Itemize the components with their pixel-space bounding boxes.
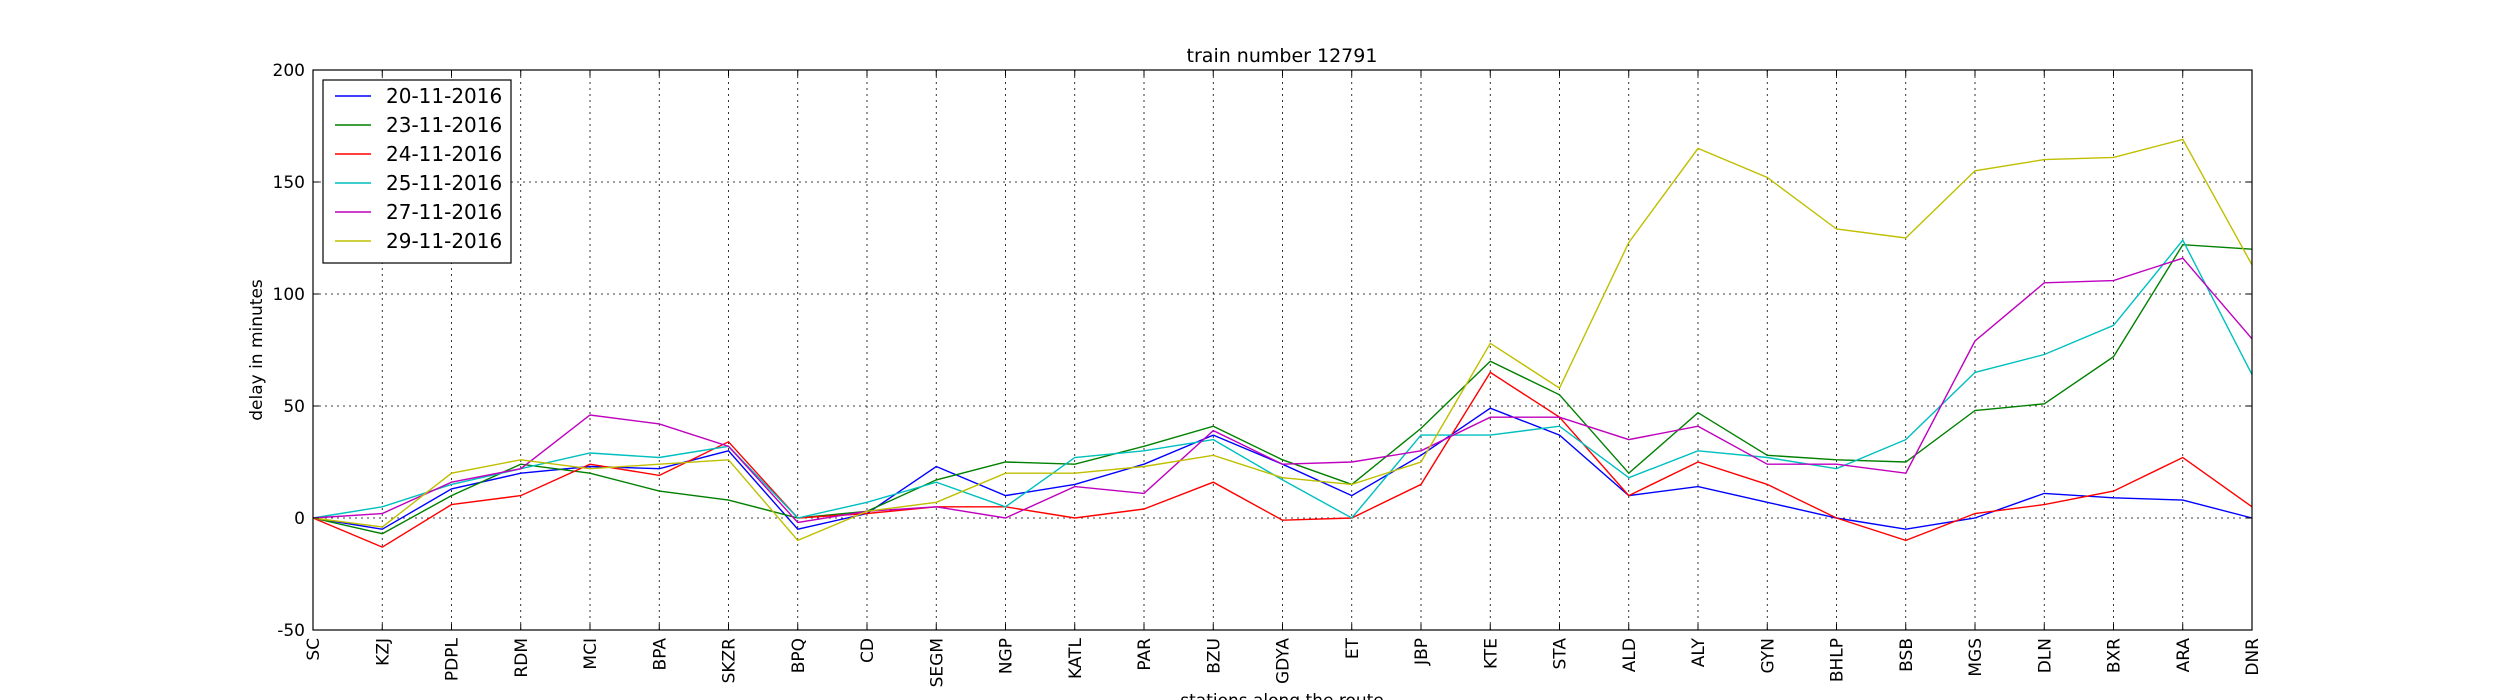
- x-tick-label: SC: [304, 638, 324, 661]
- series-lines: [312, 138, 2253, 548]
- x-tick-label: BPQ: [789, 638, 809, 673]
- series-line: [312, 257, 2253, 524]
- x-tick-label: BZU: [1204, 638, 1224, 674]
- x-tick-label: KATL: [1066, 637, 1086, 679]
- x-tick-label: KTE: [1481, 638, 1501, 669]
- x-tick-label: BXR: [2105, 638, 2125, 673]
- legend: 20-11-2016 23-11-2016 24-11-2016 25-11-2016…: [322, 79, 512, 264]
- y-tick-label: 100: [273, 285, 305, 305]
- x-tick-label: CD: [858, 638, 878, 663]
- y-tick-label: 200: [273, 61, 305, 81]
- x-tick-label: KZJ: [373, 638, 393, 666]
- y-tick-label: 150: [273, 173, 305, 193]
- x-tick-label: JBP: [1412, 638, 1432, 666]
- series-line: [312, 371, 2253, 548]
- axis-ticks: SC KZJ PDPL RDM MCI BPA SKZR BPQ CD SEGM NGP KATL PA…: [273, 61, 2263, 687]
- x-tick-label: ARA: [2174, 638, 2194, 673]
- legend-label: 20-11-2016: [386, 84, 502, 108]
- x-tick-label: MCI: [581, 638, 601, 670]
- legend-label: 25-11-2016: [386, 171, 502, 195]
- x-tick-label: STA: [1551, 638, 1571, 670]
- x-tick-label: BSB: [1897, 638, 1917, 672]
- x-tick-label: RDM: [512, 638, 532, 678]
- series-line: [312, 138, 2253, 542]
- legend-box: [322, 79, 512, 264]
- x-tick-label: PDPL: [443, 637, 463, 681]
- x-tick-label: ALY: [1689, 637, 1709, 667]
- x-tick-label: MGS: [1966, 638, 1986, 677]
- y-axis-title: delay in minutes: [247, 279, 267, 421]
- legend-label: 27-11-2016: [386, 200, 502, 224]
- plot-background: [313, 70, 2252, 630]
- x-axis-title: stations along the route: [1180, 691, 1384, 700]
- x-tick-label: BPA: [650, 638, 670, 671]
- y-tick-label: 0: [294, 509, 305, 529]
- x-tick-label: NGP: [997, 638, 1017, 674]
- x-tick-label: DNR: [2243, 638, 2263, 676]
- x-tick-label: ET: [1343, 637, 1363, 659]
- series-line: [312, 243, 2253, 535]
- legend-label: 24-11-2016: [386, 142, 502, 166]
- x-tick-label: BHLP: [1828, 638, 1848, 682]
- x-tick-label: GYN: [1758, 638, 1778, 673]
- legend-label: 23-11-2016: [386, 113, 502, 137]
- x-tick-label: PAR: [1135, 638, 1155, 671]
- legend-label: 29-11-2016: [386, 229, 502, 253]
- x-tick-label: SEGM: [927, 638, 947, 687]
- chart-title: train number 12791: [1187, 45, 1378, 67]
- y-tick-label: -50: [277, 621, 305, 641]
- grid-lines: [313, 70, 2252, 630]
- y-tick-label: 50: [283, 397, 305, 417]
- x-tick-label: DLN: [2035, 638, 2055, 673]
- x-tick-label: ALD: [1620, 638, 1640, 672]
- x-tick-label: SKZR: [720, 638, 740, 684]
- x-tick-label: GDYA: [1274, 638, 1294, 684]
- series-line: [312, 238, 2253, 519]
